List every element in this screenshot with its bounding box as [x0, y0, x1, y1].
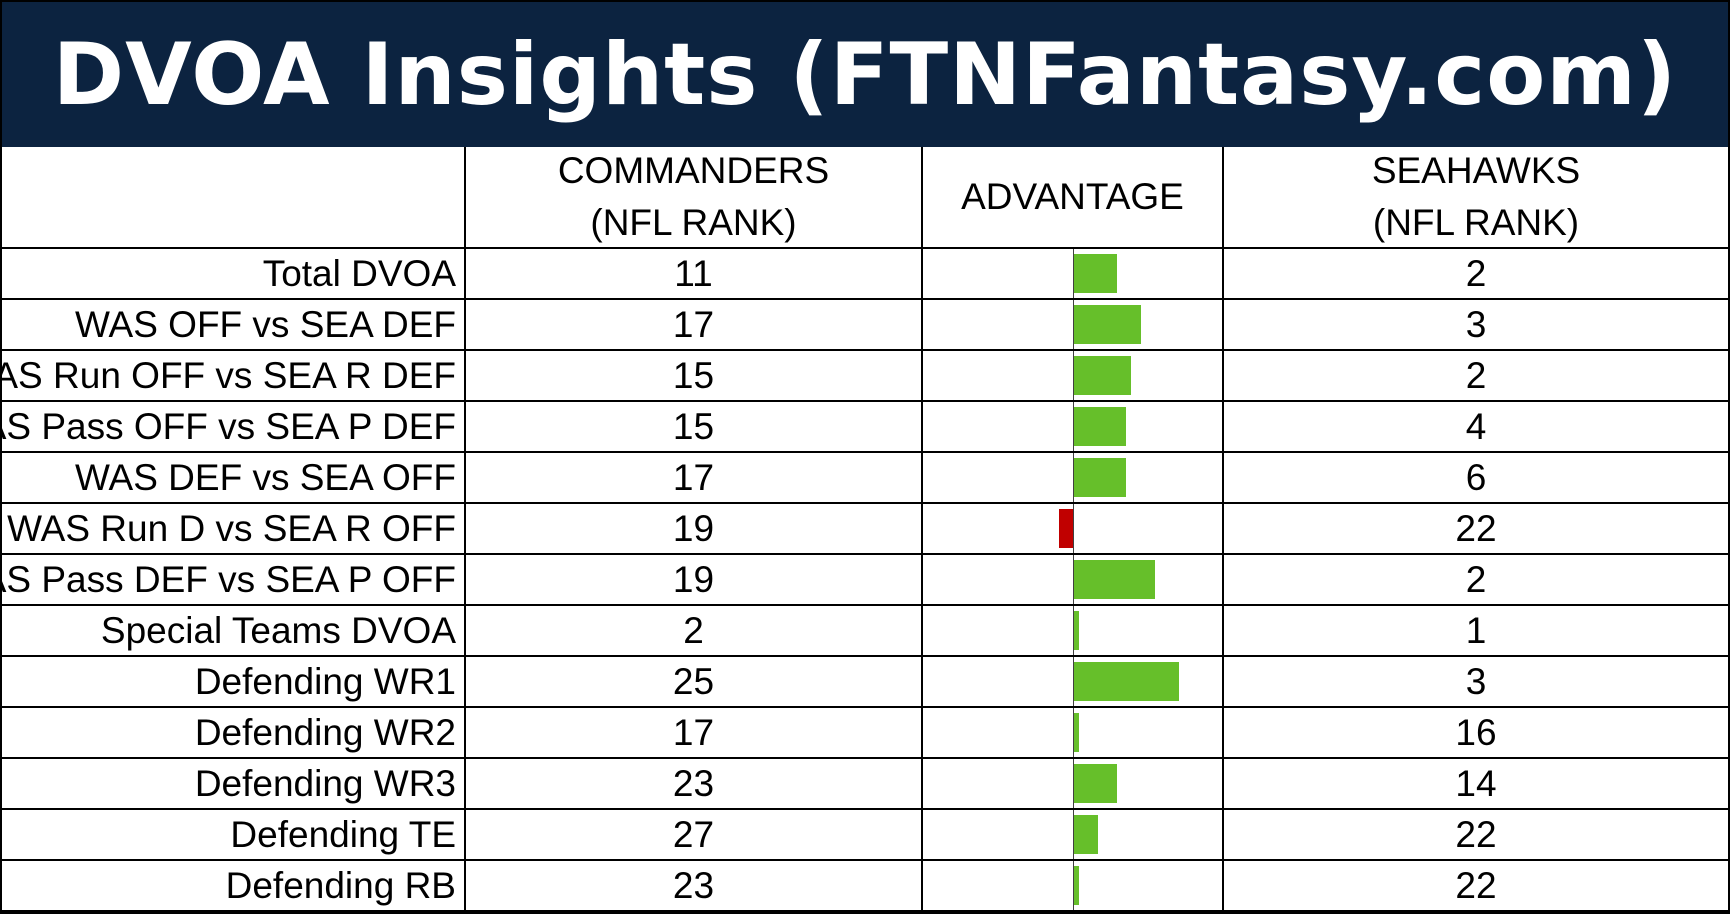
page-title: DVOA Insights (FTNFantasy.com): [2, 2, 1728, 147]
advantage-bar: [1074, 407, 1127, 446]
row-label: WAS Pass DEF vs SEA P OFF: [0, 555, 466, 606]
zero-axis: [1073, 351, 1074, 400]
advantage-cell: [923, 606, 1224, 657]
seahawks-header: SEAHAWKS (NFL RANK): [1224, 147, 1730, 249]
advantage-cell: [923, 810, 1224, 861]
row-label: WAS Pass OFF vs SEA P DEF: [0, 402, 466, 453]
zero-axis: [1073, 402, 1074, 451]
seahawks-rank: 3: [1224, 300, 1730, 351]
commanders-rank: 11: [466, 249, 923, 300]
seahawks-rank: 14: [1224, 759, 1730, 810]
seahawks-rank: 6: [1224, 453, 1730, 504]
zero-axis: [1073, 555, 1074, 604]
commanders-rank: 25: [466, 657, 923, 708]
row-label: Defending WR2: [0, 708, 466, 759]
advantage-bar: [1074, 305, 1141, 344]
zero-axis: [1073, 504, 1074, 553]
advantage-bar: [1074, 764, 1117, 803]
commanders-header: COMMANDERS (NFL RANK): [466, 147, 923, 249]
commanders-header-line1: COMMANDERS: [557, 150, 830, 191]
seahawks-header-line1: SEAHAWKS: [1371, 150, 1581, 191]
commanders-rank: 2: [466, 606, 923, 657]
row-label: WAS OFF vs SEA DEF: [0, 300, 466, 351]
commanders-rank: 27: [466, 810, 923, 861]
row-label: Defending WR1: [0, 657, 466, 708]
advantage-cell: [923, 759, 1224, 810]
advantage-bar: [1074, 458, 1127, 497]
seahawks-header-line2: (NFL RANK): [1372, 202, 1580, 243]
seahawks-rank: 16: [1224, 708, 1730, 759]
seahawks-rank: 22: [1224, 861, 1730, 912]
advantage-bar: [1074, 254, 1117, 293]
advantage-bar: [1074, 713, 1079, 752]
advantage-bar: [1074, 866, 1079, 905]
row-label: Special Teams DVOA: [0, 606, 466, 657]
row-label: WAS DEF vs SEA OFF: [0, 453, 466, 504]
commanders-rank: 15: [466, 402, 923, 453]
seahawks-rank: 22: [1224, 504, 1730, 555]
advantage-bar: [1074, 356, 1131, 395]
commanders-rank: 19: [466, 504, 923, 555]
zero-axis: [1073, 810, 1074, 859]
commanders-rank: 23: [466, 759, 923, 810]
seahawks-rank: 2: [1224, 555, 1730, 606]
row-label: Defending RB: [0, 861, 466, 912]
advantage-bar: [1074, 815, 1098, 854]
advantage-cell: [923, 300, 1224, 351]
zero-axis: [1073, 249, 1074, 298]
zero-axis: [1073, 861, 1074, 910]
advantage-cell: [923, 708, 1224, 759]
advantage-header: ADVANTAGE: [923, 147, 1224, 249]
row-label: WAS Run D vs SEA R OFF: [0, 504, 466, 555]
advantage-cell: [923, 861, 1224, 912]
advantage-cell: [923, 657, 1224, 708]
advantage-cell: [923, 249, 1224, 300]
seahawks-rank: 3: [1224, 657, 1730, 708]
advantage-cell: [923, 504, 1224, 555]
commanders-rank: 17: [466, 300, 923, 351]
zero-axis: [1073, 657, 1074, 706]
commanders-rank: 19: [466, 555, 923, 606]
advantage-cell: [923, 351, 1224, 402]
row-label: WAS Run OFF vs SEA R DEF: [0, 351, 466, 402]
seahawks-rank: 4: [1224, 402, 1730, 453]
advantage-bar: [1058, 509, 1073, 548]
seahawks-rank: 2: [1224, 351, 1730, 402]
seahawks-rank: 1: [1224, 606, 1730, 657]
advantage-bar: [1074, 611, 1079, 650]
zero-axis: [1073, 453, 1074, 502]
advantage-bar: [1074, 560, 1155, 599]
zero-axis: [1073, 300, 1074, 349]
header-blank-cell: [0, 147, 466, 249]
zero-axis: [1073, 606, 1074, 655]
commanders-rank: 17: [466, 708, 923, 759]
seahawks-rank: 22: [1224, 810, 1730, 861]
advantage-cell: [923, 453, 1224, 504]
advantage-header-label: ADVANTAGE: [961, 176, 1184, 217]
advantage-bar: [1074, 662, 1179, 701]
zero-axis: [1073, 708, 1074, 757]
advantage-cell: [923, 555, 1224, 606]
data-grid: COMMANDERS (NFL RANK) ADVANTAGE SEAHAWKS…: [0, 147, 1730, 914]
commanders-rank: 23: [466, 861, 923, 912]
advantage-cell: [923, 402, 1224, 453]
commanders-rank: 17: [466, 453, 923, 504]
row-label: Total DVOA: [0, 249, 466, 300]
commanders-rank: 15: [466, 351, 923, 402]
zero-axis: [1073, 759, 1074, 808]
commanders-header-line2: (NFL RANK): [590, 202, 797, 243]
row-label: Defending TE: [0, 810, 466, 861]
row-label: Defending WR3: [0, 759, 466, 810]
seahawks-rank: 2: [1224, 249, 1730, 300]
